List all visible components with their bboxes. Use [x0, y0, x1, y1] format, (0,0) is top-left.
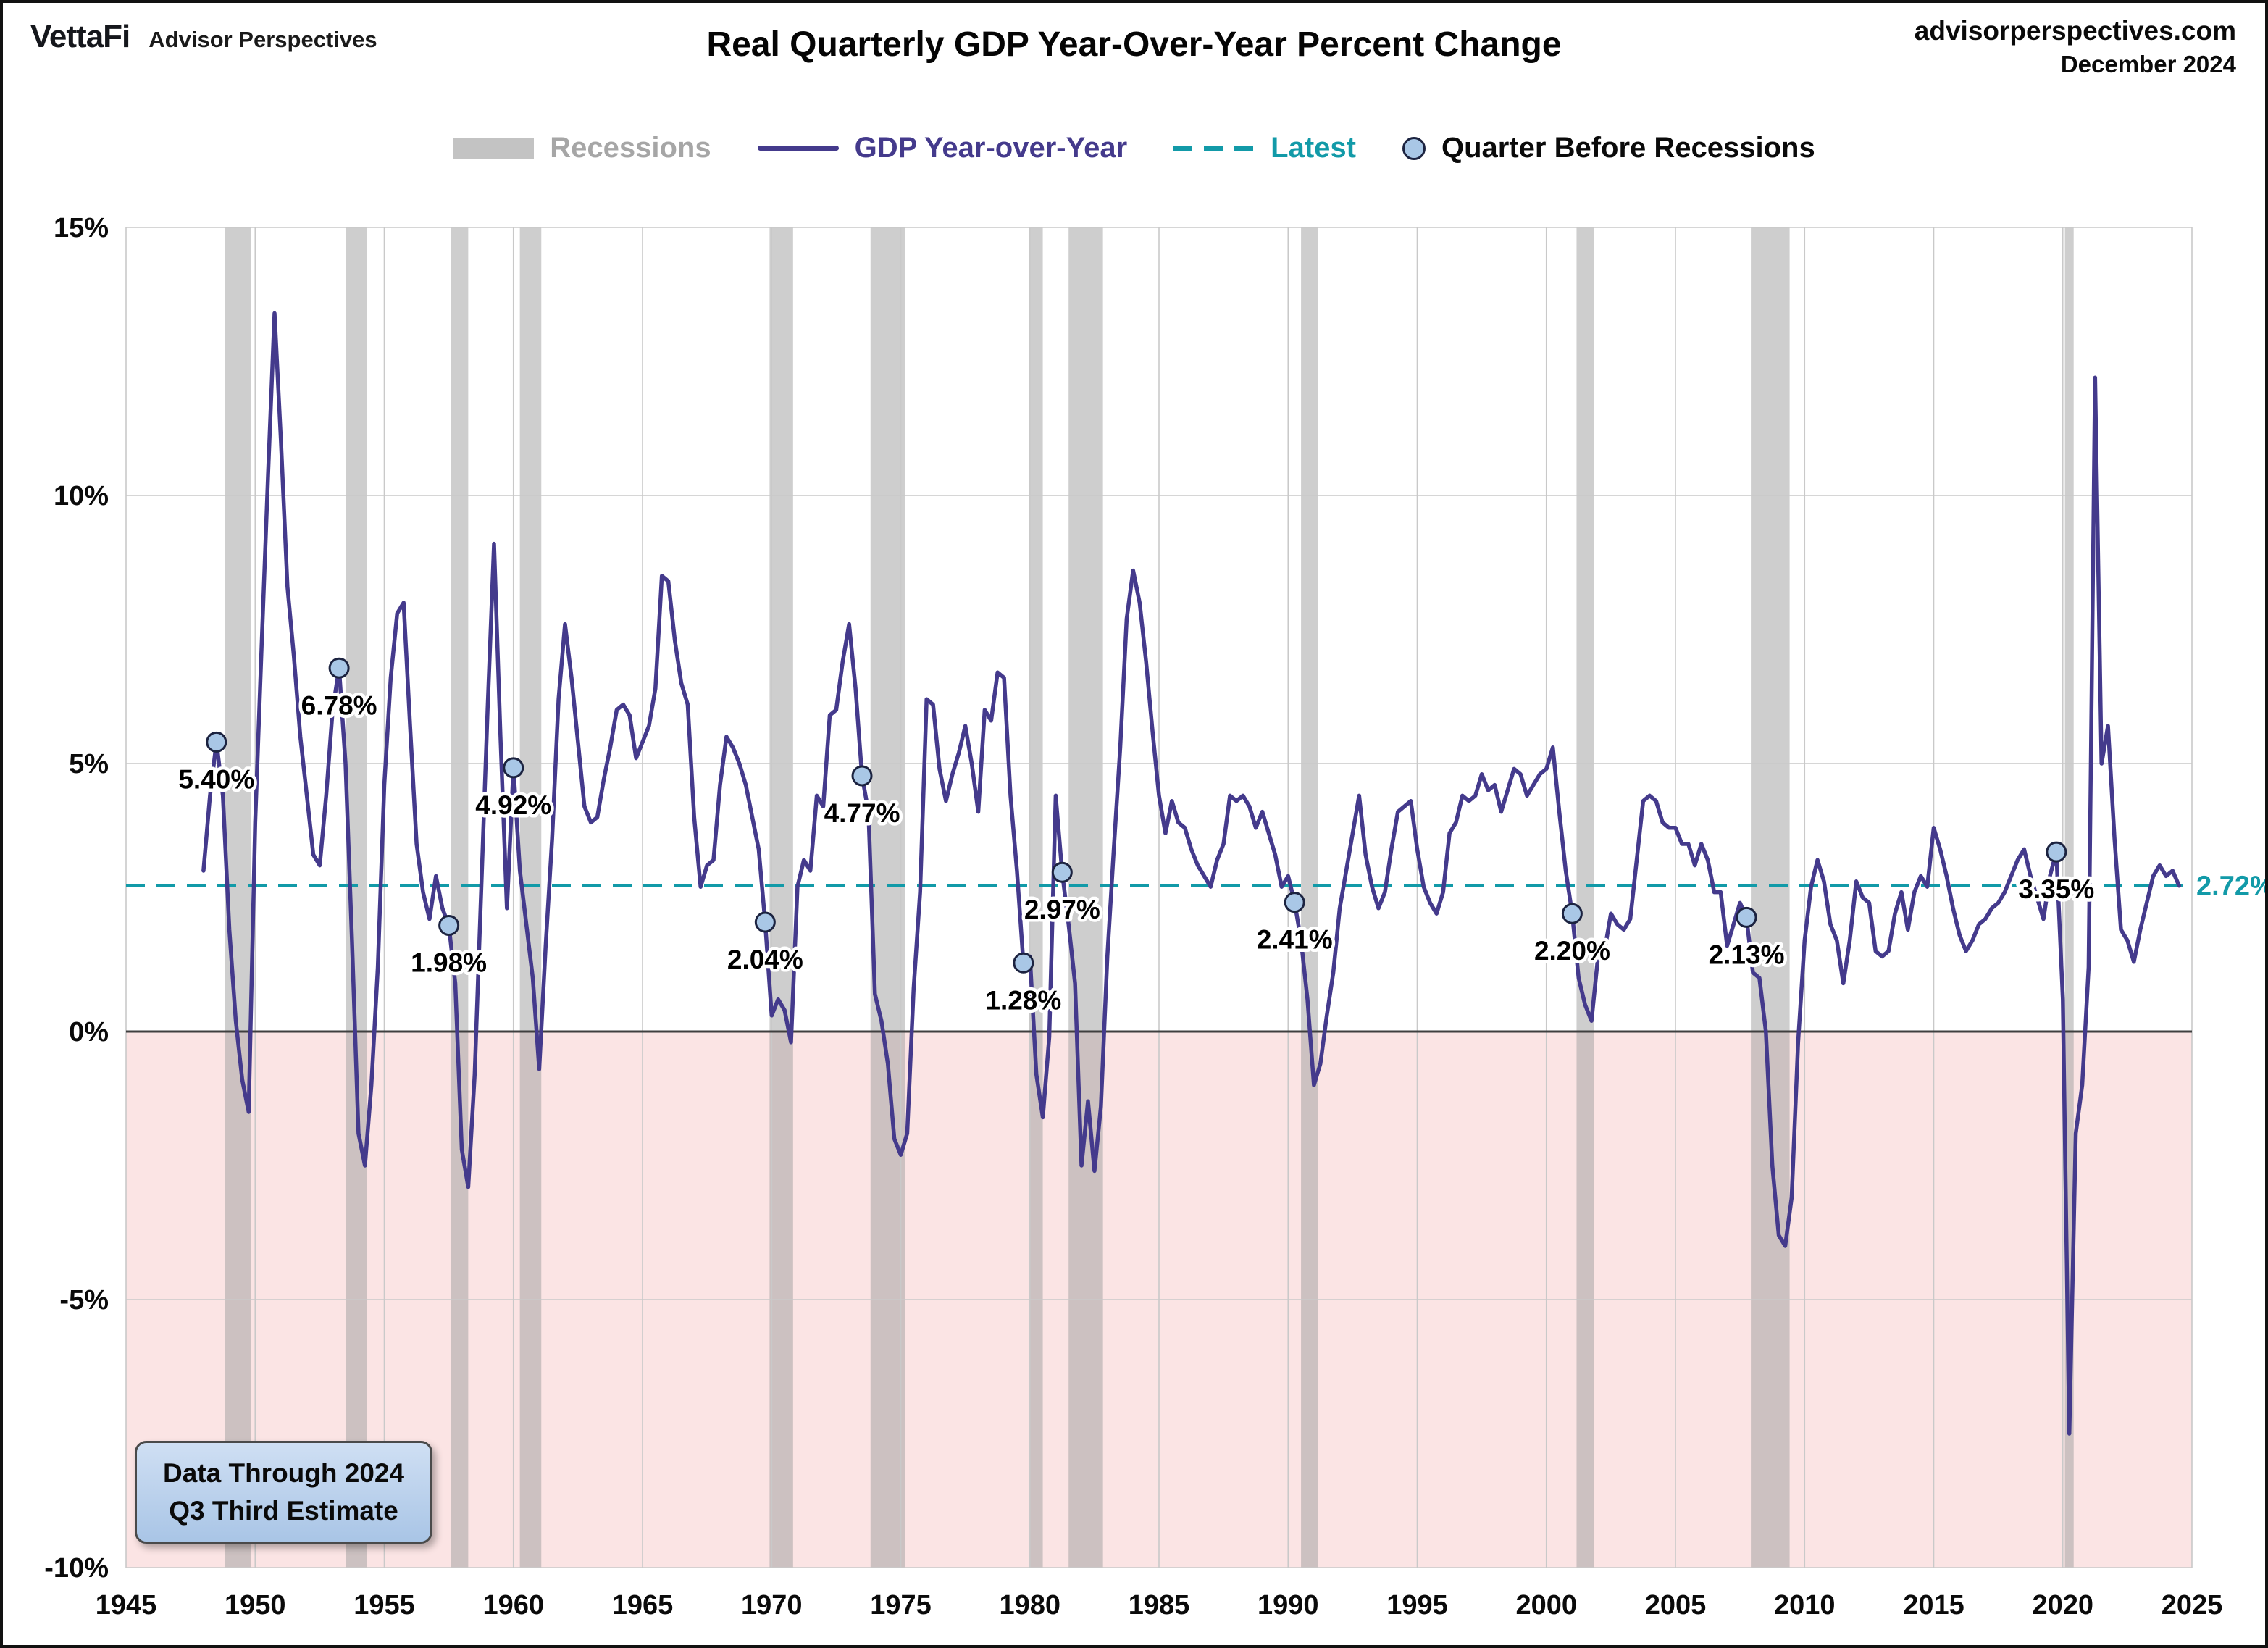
- legend-item-gdp: GDP Year-over-Year: [757, 132, 1128, 164]
- pre-recession-marker: [2046, 841, 2067, 863]
- x-axis-tick-label: 2015: [1903, 1590, 1964, 1620]
- x-axis-tick-label: 1985: [1129, 1590, 1190, 1620]
- pre-recession-marker-label: 2.20%: [1534, 936, 1610, 966]
- pre-recession-marker: [206, 731, 227, 753]
- vettafi-logo: VettaFi: [30, 19, 130, 54]
- recession-band: [769, 227, 793, 1568]
- x-axis-tick-label: 1980: [999, 1590, 1060, 1620]
- latest-dash-swatch-icon: [1173, 146, 1255, 151]
- pre-recession-marker-label: 4.77%: [824, 798, 900, 828]
- pre-recession-marker-icon: [1402, 136, 1426, 160]
- pre-recession-marker: [1013, 952, 1034, 974]
- pre-recession-marker-label: 6.78%: [301, 690, 377, 720]
- brand-logo: VettaFi Advisor Perspectives: [30, 19, 377, 55]
- x-axis-tick-label: 1970: [741, 1590, 803, 1620]
- source-block: advisorperspectives.com December 2024: [1915, 16, 2236, 78]
- x-axis-tick-label: 1960: [482, 1590, 544, 1620]
- recession-band: [1068, 227, 1103, 1568]
- advisor-perspectives-logo: Advisor Perspectives: [148, 27, 377, 52]
- data-through-line1: Data Through 2024: [163, 1458, 405, 1488]
- pre-recession-marker: [503, 757, 524, 779]
- pre-recession-marker-label: 1.98%: [411, 948, 487, 977]
- recession-band: [870, 227, 905, 1568]
- legend-item-recessions: Recessions: [453, 132, 711, 164]
- y-axis-tick-label: -5%: [59, 1285, 109, 1316]
- recession-band: [1576, 227, 1594, 1568]
- pre-recession-marker-label: 4.92%: [475, 790, 551, 820]
- pre-recession-marker-label: 2.41%: [1257, 925, 1333, 955]
- gdp-line-swatch-icon: [757, 146, 839, 151]
- x-axis-tick-label: 2020: [2032, 1590, 2093, 1620]
- gdp-line: [201, 311, 2181, 1436]
- recession-band: [1301, 227, 1318, 1568]
- x-axis-tick-label: 1950: [225, 1590, 286, 1620]
- x-axis-tick-label: 1990: [1258, 1590, 1319, 1620]
- y-axis-tick-label: 0%: [69, 1017, 109, 1047]
- pre-recession-marker-label: 2.13%: [1709, 940, 1785, 969]
- x-axis-tick-label: 1995: [1386, 1590, 1448, 1620]
- x-axis-tick-label: 1955: [353, 1590, 415, 1620]
- y-axis-tick-label: 5%: [69, 749, 109, 779]
- y-axis-tick-label: -10%: [44, 1553, 109, 1584]
- recession-band: [1029, 227, 1043, 1568]
- x-axis-tick-label: 1945: [96, 1590, 157, 1620]
- pre-recession-marker-label: 2.04%: [727, 945, 803, 974]
- pre-recession-marker: [851, 765, 873, 787]
- legend-recessions-label: Recessions: [550, 132, 711, 164]
- pre-recession-marker-label: 5.40%: [178, 764, 254, 794]
- pre-recession-marker: [1051, 861, 1073, 883]
- x-axis-tick-label: 2010: [1774, 1590, 1836, 1620]
- source-date: December 2024: [2060, 51, 2236, 78]
- latest-value-label: 2.72%: [2196, 871, 2268, 902]
- x-axis-tick-label: 2025: [2162, 1590, 2223, 1620]
- legend-item-latest: Latest: [1173, 132, 1356, 164]
- pre-recession-marker: [1284, 892, 1305, 913]
- x-axis-tick-label: 2005: [1645, 1590, 1707, 1620]
- pre-recession-marker: [1561, 903, 1583, 924]
- source-site: advisorperspectives.com: [1914, 16, 2236, 46]
- pre-recession-marker-label: 3.35%: [2018, 874, 2094, 904]
- pre-recession-marker-label: 1.28%: [985, 985, 1061, 1015]
- data-through-line2: Q3 Third Estimate: [169, 1495, 398, 1526]
- recession-swatch-icon: [453, 137, 535, 159]
- legend-gdp-label: GDP Year-over-Year: [854, 132, 1128, 164]
- chart-legend: Recessions GDP Year-over-Year Latest Qua…: [3, 132, 2265, 164]
- x-axis-tick-label: 2000: [1515, 1590, 1577, 1620]
- recession-band: [451, 227, 469, 1568]
- page-title: Real Quarterly GDP Year-Over-Year Percen…: [706, 25, 1562, 64]
- x-axis-tick-label: 1965: [612, 1590, 674, 1620]
- legend-pre-recession-label: Quarter Before Recessions: [1441, 132, 1815, 164]
- y-axis-tick-label: 10%: [54, 481, 109, 511]
- legend-latest-label: Latest: [1271, 132, 1356, 164]
- legend-item-pre-recession: Quarter Before Recessions: [1402, 132, 1815, 164]
- pre-recession-marker: [438, 914, 460, 936]
- chart-plot: 1945 1950 1955 1960 1965 1970 1975 1980 1985 1990…: [44, 213, 2268, 1620]
- pre-recession-marker: [754, 911, 776, 933]
- x-axis-tick-label: 1975: [870, 1590, 932, 1620]
- data-through-box: Data Through 2024 Q3 Third Estimate: [135, 1441, 433, 1544]
- pre-recession-marker: [328, 657, 350, 679]
- y-axis-tick-label: 15%: [54, 213, 109, 243]
- pre-recession-marker-label: 2.97%: [1024, 895, 1100, 924]
- recession-band: [1751, 227, 1790, 1568]
- pre-recession-marker: [1736, 906, 1757, 928]
